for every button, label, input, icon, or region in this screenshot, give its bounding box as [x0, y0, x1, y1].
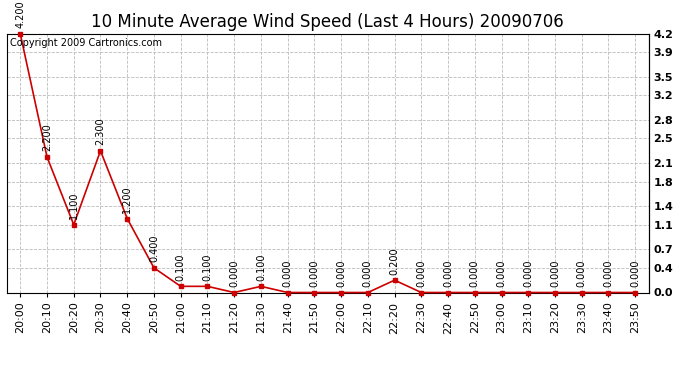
Text: 0.100: 0.100: [176, 253, 186, 281]
Text: 0.000: 0.000: [309, 260, 319, 287]
Text: 0.000: 0.000: [550, 260, 560, 287]
Text: 0.000: 0.000: [443, 260, 453, 287]
Text: 0.100: 0.100: [202, 253, 213, 281]
Text: 0.000: 0.000: [630, 260, 640, 287]
Text: 0.000: 0.000: [283, 260, 293, 287]
Text: 0.000: 0.000: [604, 260, 613, 287]
Text: 0.200: 0.200: [390, 247, 400, 274]
Text: 0.000: 0.000: [577, 260, 586, 287]
Text: 0.000: 0.000: [336, 260, 346, 287]
Text: 0.000: 0.000: [229, 260, 239, 287]
Text: 2.300: 2.300: [95, 118, 106, 145]
Text: 0.000: 0.000: [416, 260, 426, 287]
Text: 0.000: 0.000: [470, 260, 480, 287]
Title: 10 Minute Average Wind Speed (Last 4 Hours) 20090706: 10 Minute Average Wind Speed (Last 4 Hou…: [91, 13, 564, 31]
Text: 0.000: 0.000: [497, 260, 506, 287]
Text: 2.200: 2.200: [42, 124, 52, 152]
Text: Copyright 2009 Cartronics.com: Copyright 2009 Cartronics.com: [10, 38, 162, 48]
Text: 1.100: 1.100: [69, 192, 79, 219]
Text: 0.000: 0.000: [363, 260, 373, 287]
Text: 4.200: 4.200: [15, 1, 26, 28]
Text: 1.200: 1.200: [122, 185, 132, 213]
Text: 0.100: 0.100: [256, 253, 266, 281]
Text: 0.400: 0.400: [149, 235, 159, 262]
Text: 0.000: 0.000: [523, 260, 533, 287]
